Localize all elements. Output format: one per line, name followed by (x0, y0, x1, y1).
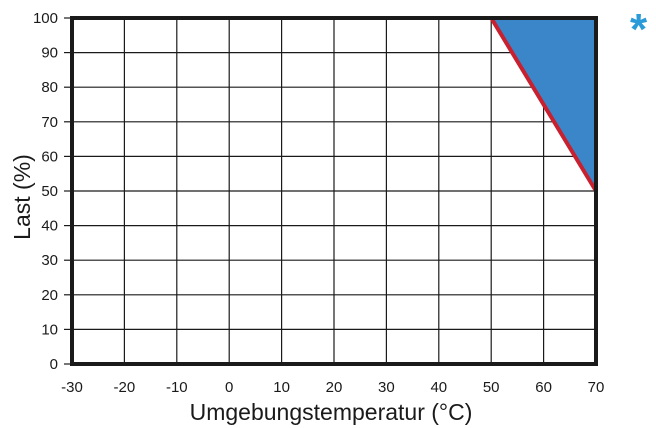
x-tick-label: -20 (114, 379, 136, 396)
x-axis-title: Umgebungstemperatur (°C) (190, 399, 473, 425)
y-tick-label: 90 (41, 45, 58, 62)
y-tick-label: 100 (33, 10, 58, 27)
x-tick-label: 30 (378, 379, 395, 396)
x-tick-label: -30 (61, 379, 83, 396)
x-tick-label: 40 (430, 379, 447, 396)
y-axis-title: Last (%) (9, 154, 35, 240)
y-tick-label: 40 (41, 218, 58, 235)
y-tick-label: 30 (41, 252, 58, 269)
x-tick-label: 70 (588, 379, 605, 396)
y-tick-label: 20 (41, 287, 58, 304)
x-tick-label: 20 (326, 379, 343, 396)
grid (71, 17, 597, 365)
x-axis-ticks: -30 -20 -10 0 10 20 30 40 50 60 70 (61, 379, 604, 396)
x-tick-label: 50 (483, 379, 500, 396)
y-tick-label: 60 (41, 148, 58, 165)
y-tick-label: 10 (41, 321, 58, 338)
y-tick-label: 0 (50, 356, 58, 373)
x-tick-label: 60 (535, 379, 552, 396)
x-tick-label: 10 (273, 379, 290, 396)
y-tick-label: 70 (41, 114, 58, 131)
y-tick-label: 80 (41, 79, 58, 96)
x-tick-label: 0 (225, 379, 233, 396)
y-tick-label: 50 (41, 183, 58, 200)
asterisk-annotation: * (630, 5, 648, 54)
y-axis-ticks: 0 10 20 30 40 50 60 70 80 90 100 (33, 10, 72, 373)
x-tick-label: -10 (166, 379, 188, 396)
